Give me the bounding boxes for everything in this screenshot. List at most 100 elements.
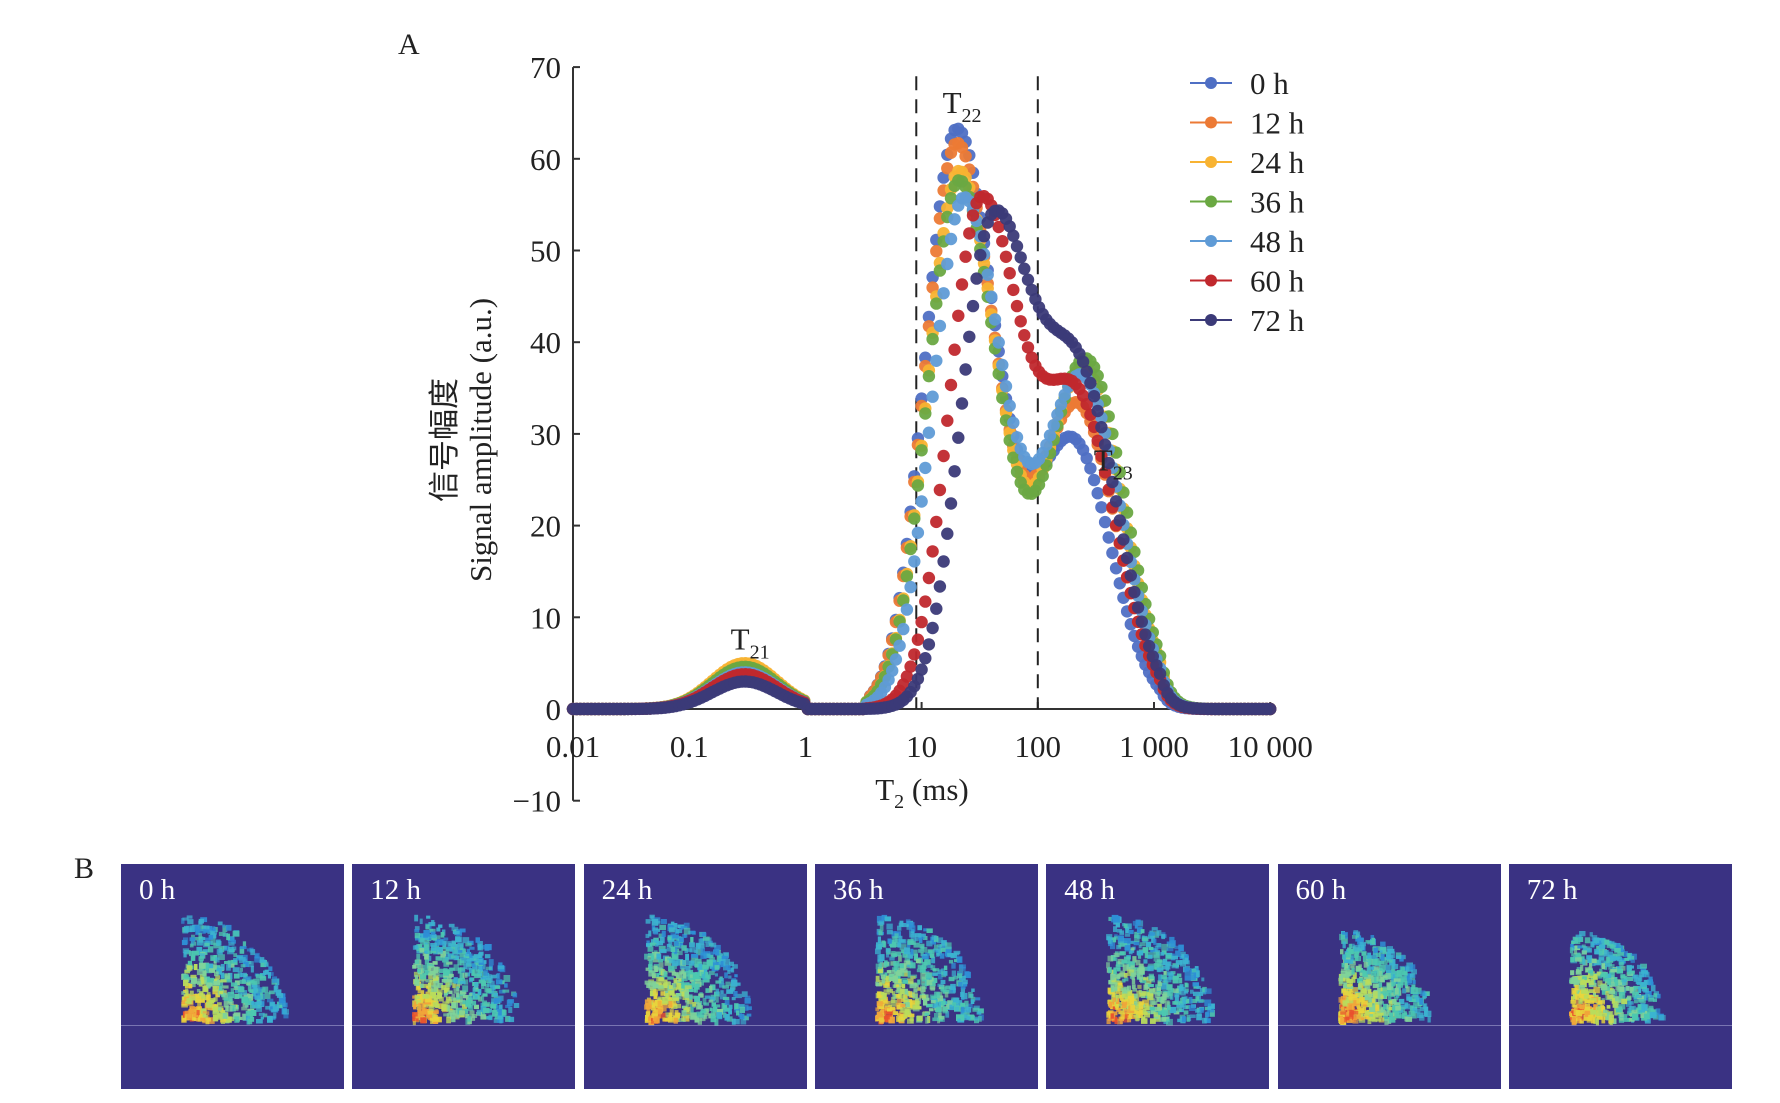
data-point bbox=[911, 479, 925, 492]
data-point bbox=[930, 515, 943, 529]
data-point bbox=[900, 570, 914, 583]
x-tick-label: 10 bbox=[906, 729, 937, 764]
legend-marker bbox=[1205, 116, 1217, 129]
mri-image: 0 h bbox=[121, 864, 344, 1089]
annotation-sub: 21 bbox=[750, 641, 770, 663]
data-point bbox=[915, 663, 928, 676]
data-point bbox=[915, 444, 928, 457]
data-point bbox=[1102, 456, 1115, 470]
mri-signal-map bbox=[643, 914, 752, 1026]
mri-image: 60 h bbox=[1277, 864, 1501, 1089]
legend-marker bbox=[1205, 156, 1217, 168]
annotation-T21: T21 bbox=[731, 621, 770, 663]
data-point bbox=[948, 343, 961, 356]
y-axis-title: 信号幅度 Signal amplitude (a.u.) bbox=[427, 298, 498, 582]
data-point bbox=[1014, 315, 1027, 328]
mri-time-label: 0 h bbox=[139, 874, 176, 906]
data-point bbox=[1051, 408, 1064, 421]
data-point bbox=[999, 250, 1013, 263]
data-point bbox=[992, 220, 1005, 234]
data-point bbox=[919, 461, 932, 475]
y-tick-label: 70 bbox=[530, 50, 561, 85]
y-tick-label: 50 bbox=[530, 234, 561, 269]
data-point bbox=[988, 313, 1002, 326]
data-point bbox=[1113, 514, 1127, 527]
data-point bbox=[1054, 398, 1068, 411]
data-point bbox=[1087, 390, 1101, 403]
mri-time-label: 12 h bbox=[370, 874, 422, 906]
legend-item: 72 h bbox=[1190, 303, 1305, 338]
data-point bbox=[941, 202, 954, 215]
data-point bbox=[926, 545, 939, 558]
legend-marker bbox=[1205, 235, 1217, 247]
data-point bbox=[1139, 628, 1152, 641]
annotation-sub: 23 bbox=[1113, 463, 1133, 485]
data-point bbox=[926, 621, 939, 635]
data-point bbox=[1098, 438, 1112, 451]
data-point bbox=[1080, 398, 1093, 411]
data-point bbox=[1021, 273, 1035, 286]
legend-label: 12 h bbox=[1250, 106, 1305, 141]
data-point bbox=[948, 213, 961, 226]
data-point bbox=[955, 278, 969, 291]
data-point bbox=[948, 465, 961, 478]
x-tick-label: 1 000 bbox=[1119, 729, 1189, 764]
data-point bbox=[886, 664, 899, 677]
scan-line bbox=[814, 1025, 1038, 1026]
mri-time-label: 36 h bbox=[832, 874, 884, 906]
data-point bbox=[922, 370, 936, 383]
data-point bbox=[966, 209, 980, 222]
y-tick-label: −10 bbox=[513, 784, 561, 819]
data-point bbox=[944, 378, 958, 392]
data-point bbox=[1014, 251, 1027, 264]
mri-signal-map bbox=[181, 915, 289, 1025]
data-point bbox=[911, 672, 925, 686]
data-point bbox=[944, 232, 958, 246]
y-tick-label: 40 bbox=[530, 325, 561, 360]
data-point bbox=[900, 603, 914, 616]
data-point bbox=[1106, 475, 1119, 489]
data-point bbox=[922, 638, 936, 651]
data-point bbox=[1095, 501, 1108, 514]
data-point bbox=[1098, 515, 1112, 529]
data-point bbox=[996, 235, 1009, 248]
data-point bbox=[1135, 615, 1149, 628]
legend-label: 0 h bbox=[1250, 66, 1289, 101]
data-point bbox=[1120, 551, 1134, 565]
data-point bbox=[1025, 283, 1038, 297]
x-tick-label: 1 bbox=[798, 729, 814, 764]
data-point bbox=[933, 580, 947, 593]
mri-signal-map bbox=[1106, 914, 1216, 1026]
data-point bbox=[922, 310, 936, 324]
data-point bbox=[919, 595, 932, 608]
data-point bbox=[937, 449, 950, 463]
data-point bbox=[1080, 365, 1093, 378]
data-point bbox=[915, 495, 928, 508]
data-point bbox=[1153, 667, 1167, 680]
data-point bbox=[963, 330, 976, 343]
plot-area bbox=[566, 122, 1277, 716]
data-point bbox=[1007, 283, 1020, 297]
series-36h bbox=[566, 174, 1277, 716]
data-point bbox=[1010, 431, 1024, 444]
x-tick-label: 0.01 bbox=[546, 729, 600, 764]
data-point bbox=[952, 431, 965, 444]
x-axis: 0.01 0.1 1 10 100 1 000 10 000 bbox=[546, 702, 1313, 764]
data-point bbox=[955, 397, 969, 410]
data-point bbox=[963, 227, 976, 240]
series-12h bbox=[566, 137, 1277, 716]
data-point bbox=[919, 407, 932, 420]
legend-item: 36 h bbox=[1190, 185, 1305, 220]
data-point bbox=[908, 555, 921, 568]
legend-marker bbox=[1205, 77, 1217, 89]
data-point bbox=[941, 527, 954, 540]
data-point bbox=[1047, 419, 1060, 432]
scan-line bbox=[121, 1025, 344, 1026]
data-point bbox=[1010, 465, 1024, 478]
data-point bbox=[897, 622, 910, 636]
annotation-main: T bbox=[1094, 443, 1113, 478]
y-axis-title-en: Signal amplitude (a.u.) bbox=[463, 298, 498, 582]
data-point bbox=[1018, 329, 1031, 342]
x-axis-title: T2 (ms) bbox=[875, 772, 969, 813]
data-point bbox=[959, 363, 972, 376]
